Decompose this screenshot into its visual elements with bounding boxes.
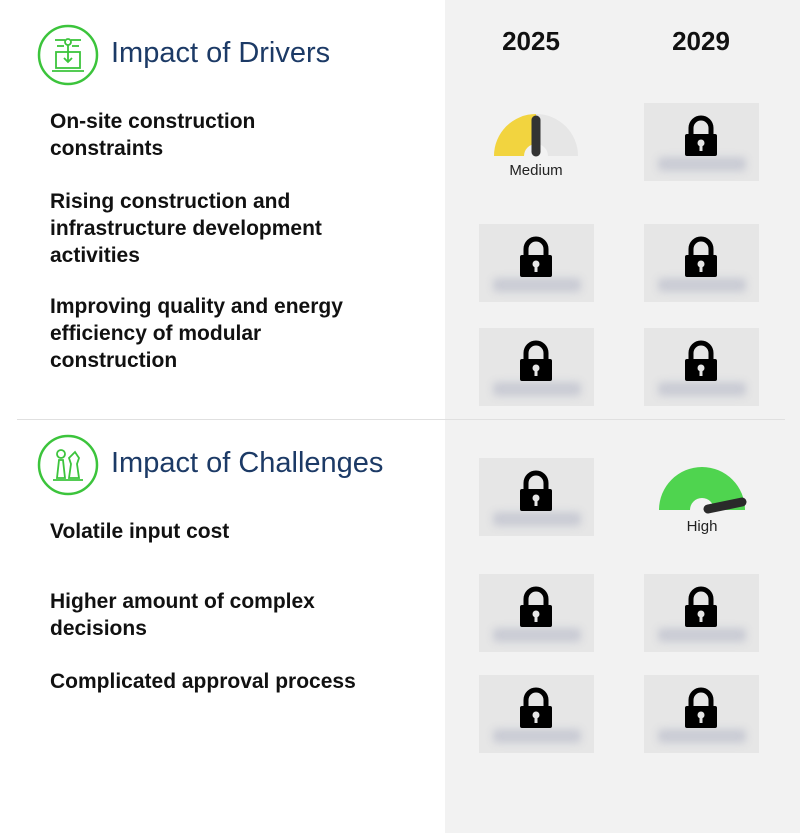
blurred-text [658,729,746,743]
driver-label: Rising construction and infrastructure d… [50,190,322,267]
blurred-text [658,157,746,171]
locked-rating-2025[interactable] [479,574,594,652]
challenge-label: Volatile input cost [50,520,230,543]
lock-icon [685,340,717,381]
blurred-text [658,382,746,396]
gauge-medium [494,114,578,157]
gauge-level-label: Medium [509,162,563,179]
column-header-2029: 2029 [672,26,730,56]
locked-rating-2025[interactable] [479,675,594,753]
lock-icon [685,115,717,156]
driver-label: Improving quality and energy efficiency … [50,295,343,372]
blurred-text [493,729,581,743]
blurred-text [493,278,581,292]
challenge-label: Higher amount of complex decisions [50,590,315,640]
lock-icon [520,236,552,277]
lock-icon [520,470,552,511]
blurred-text [493,382,581,396]
locked-rating-2029[interactable] [644,574,759,652]
lock-icon [685,586,717,627]
challenges-title: Impact of Challenges [111,447,384,479]
lock-icon [520,586,552,627]
drivers-icon [37,24,99,86]
column-header-2025: 2025 [502,26,560,56]
challenge-label: Complicated approval process [50,670,356,693]
locked-rating-2029[interactable] [644,675,759,753]
gauge-high [659,467,747,514]
locked-rating-2029[interactable] [644,328,759,406]
lock-icon [685,687,717,728]
blurred-text [493,512,581,526]
driver-label: On-site construction constraints [50,110,256,160]
locked-rating-2025[interactable] [479,458,594,536]
locked-rating-2025[interactable] [479,224,594,302]
chess-strategy-icon [37,434,99,496]
lock-icon [520,687,552,728]
lock-icon [685,236,717,277]
section-divider [17,419,785,420]
blurred-text [493,628,581,642]
locked-rating-2029[interactable] [644,103,759,181]
lock-icon [520,340,552,381]
blurred-text [658,278,746,292]
drivers-title: Impact of Drivers [111,37,331,69]
blurred-text [658,628,746,642]
locked-rating-2029[interactable] [644,224,759,302]
gauge-level-label: High [686,518,718,535]
locked-rating-2025[interactable] [479,328,594,406]
